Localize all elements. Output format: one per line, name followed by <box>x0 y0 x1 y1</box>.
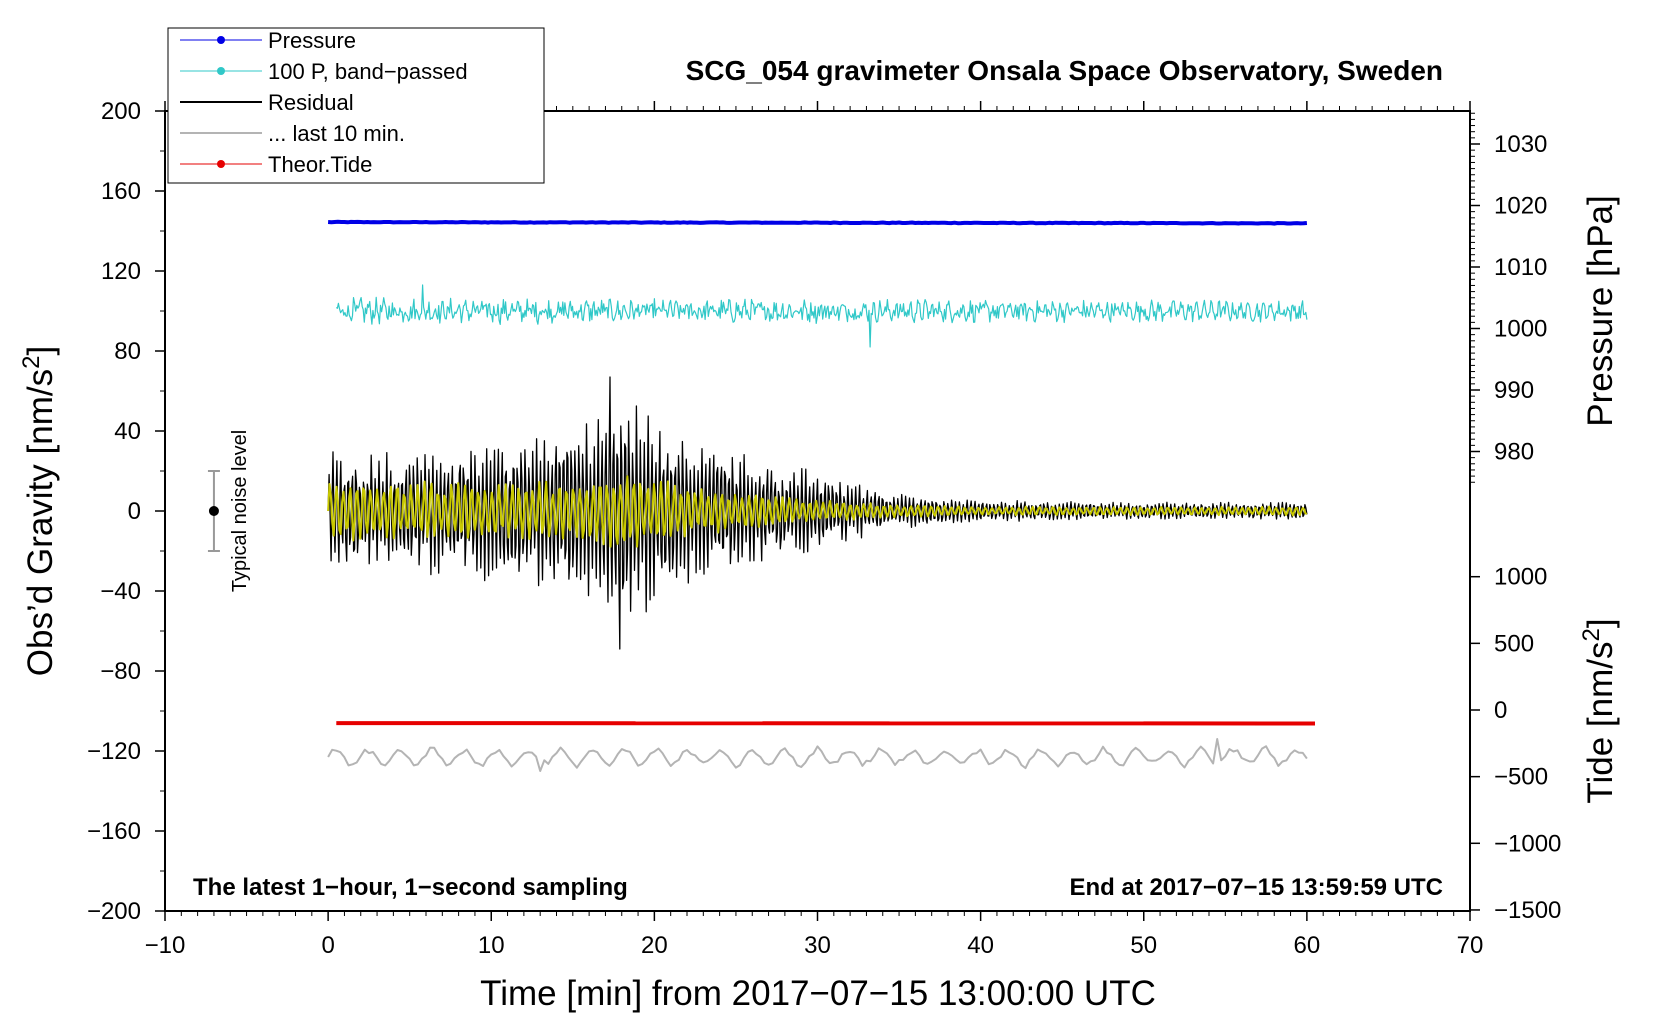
legend-box <box>167 27 545 184</box>
y-tick-label: 40 <box>114 418 141 445</box>
y-tick-label: 80 <box>114 338 141 365</box>
x-tick-label: −10 <box>145 932 186 959</box>
tide-tick-label: 500 <box>1494 630 1534 657</box>
y-axis-label-pressure: Pressure [hPa] <box>1581 195 1620 427</box>
y-axis-label-tide: Tide [nm/s2] <box>1578 618 1621 803</box>
noise-indicator: Typical noise level <box>207 430 251 592</box>
legend-label: ... last 10 min. <box>268 121 405 146</box>
y-tick-label: −120 <box>87 738 141 765</box>
x-tick-label: 10 <box>478 932 505 959</box>
pressure-tick-label: 980 <box>1494 439 1534 466</box>
x-tick-label: 0 <box>321 932 334 959</box>
y-tick-label: −80 <box>100 658 141 685</box>
legend-label: Pressure <box>268 28 356 53</box>
legend: Pressure 100 P, band−passed Residual ... la… <box>167 27 545 184</box>
y-tick-label: 200 <box>101 98 141 125</box>
x-axis: −10 0 10 20 30 40 50 60 70 <box>145 101 1484 959</box>
y-tick-label: 0 <box>128 498 141 525</box>
legend-label: Residual <box>268 90 354 115</box>
tide-tick-label: 0 <box>1494 697 1507 724</box>
y-axis-left: 200 160 120 80 40 0 −40 −80 −120 −160 −200 <box>87 98 165 925</box>
x-tick-label: 20 <box>641 932 668 959</box>
tide-tick-label: −1500 <box>1494 897 1561 924</box>
sampling-note: The latest 1−hour, 1−second sampling <box>193 874 628 901</box>
y-axis-right-pressure: 1030 1020 1010 1000 990 980 <box>1470 112 1547 483</box>
tide-tick-label: −1000 <box>1494 830 1561 857</box>
y-tick-label: −40 <box>100 578 141 605</box>
x-tick-label: 40 <box>967 932 994 959</box>
x-tick-label: 30 <box>804 932 831 959</box>
x-tick-label: 50 <box>1130 932 1157 959</box>
bandpassed-pressure-line <box>335 284 1308 348</box>
tide-tick-label: −500 <box>1494 764 1548 791</box>
pressure-line <box>327 219 1308 226</box>
pressure-tick-label: 1000 <box>1494 316 1547 343</box>
y-axis-label-left: Obs’d Gravity [nm/s2] <box>18 346 61 676</box>
legend-marker <box>217 67 225 75</box>
y-tick-label: 120 <box>101 258 141 285</box>
series-layer <box>327 219 1316 772</box>
pressure-tick-label: 1030 <box>1494 131 1547 158</box>
last-10-min-line <box>327 738 1308 772</box>
legend-marker <box>217 36 225 44</box>
noise-label: Typical noise level <box>229 430 251 592</box>
residual-smoothed-line <box>327 475 1308 548</box>
legend-marker <box>217 160 225 168</box>
pressure-tick-label: 990 <box>1494 377 1534 404</box>
y-tick-label: 160 <box>101 178 141 205</box>
tide-tick-label: 1000 <box>1494 564 1547 591</box>
end-time-note: End at 2017−07−15 13:59:59 UTC <box>1069 874 1443 901</box>
x-axis-label: Time [min] from 2017−07−15 13:00:00 UTC <box>480 974 1156 1013</box>
y-axis-right-tide: 1000 500 0 −500 −1000 −1500 <box>1470 564 1561 924</box>
pressure-tick-label: 1010 <box>1494 254 1547 281</box>
x-tick-label: 60 <box>1294 932 1321 959</box>
y-tick-label: −160 <box>87 818 141 845</box>
pressure-tick-label: 1020 <box>1494 193 1547 220</box>
y-tick-label: −200 <box>87 898 141 925</box>
chart-title: SCG_054 gravimeter Onsala Space Observat… <box>686 55 1443 86</box>
noise-center-dot <box>208 506 219 516</box>
legend-label: 100 P, band−passed <box>268 59 468 84</box>
legend-label: Theor.Tide <box>268 152 372 177</box>
x-tick-label: 70 <box>1457 932 1484 959</box>
